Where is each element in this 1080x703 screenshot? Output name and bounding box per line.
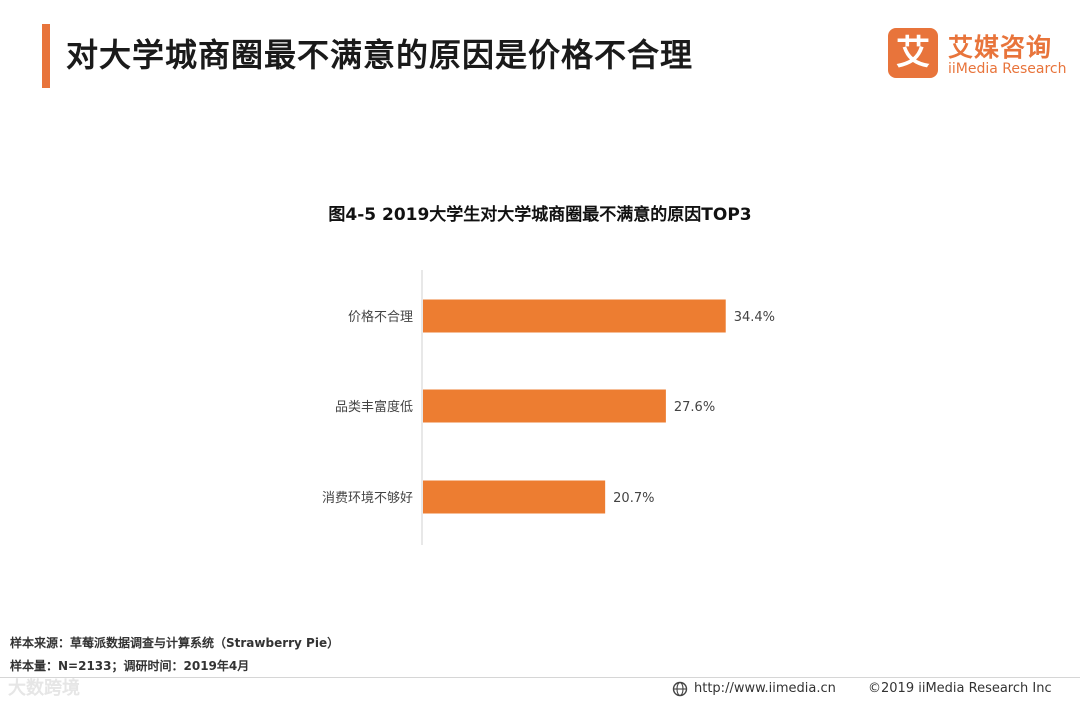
footer-source: 样本来源：草莓派数据调查与计算系统（Strawberry Pie） — [10, 636, 340, 650]
footer-sample: 样本量：N=2133；调研时间：2019年4月 — [10, 659, 250, 673]
brand-logo-icon: 艾 — [888, 28, 938, 78]
category-label: 价格不合理 — [348, 309, 413, 325]
footer-url-link[interactable]: http://www.iimedia.cn — [694, 681, 836, 696]
category-label: 消费环境不够好 — [322, 491, 413, 506]
bar — [423, 299, 726, 333]
watermark: 大数跨境 — [8, 678, 80, 699]
value-label: 27.6% — [674, 400, 715, 415]
chart-title: 图4-5 2019大学生对大学城商圈最不满意的原因TOP3 — [328, 205, 752, 225]
value-label: 20.7% — [613, 491, 654, 506]
bar — [423, 480, 606, 514]
footer-divider — [0, 677, 1080, 678]
brand: 艾 艾媒咨询 iiMedia Research — [888, 28, 1067, 84]
footer-copyright: ©2019 iiMedia Research Inc — [868, 681, 1052, 696]
brand-name-cn: 艾媒咨询 — [948, 33, 1053, 62]
brand-name-en: iiMedia Research — [948, 61, 1067, 77]
page-title: 对大学城商圈最不满意的原因是价格不合理 — [66, 36, 694, 74]
value-label: 34.4% — [734, 310, 775, 325]
category-label: 品类丰富度低 — [335, 399, 413, 415]
title-accent-bar — [42, 24, 50, 88]
globe-icon — [672, 681, 688, 697]
bar — [423, 389, 666, 423]
